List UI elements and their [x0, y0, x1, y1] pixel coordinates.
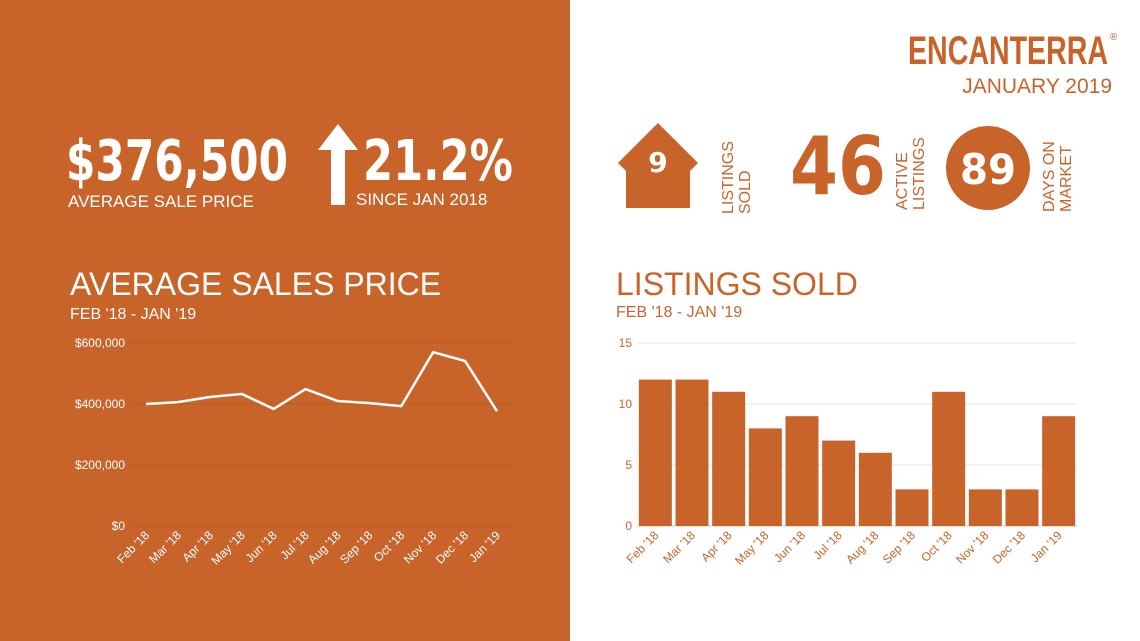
bar	[712, 391, 746, 526]
y-tick-label: $400,000	[75, 397, 125, 411]
y-tick-label: 10	[619, 397, 633, 411]
y-tick-label: $0	[112, 519, 126, 533]
listings-sold-label: LISTINGS	[720, 141, 737, 214]
bar	[822, 440, 856, 526]
right-panel	[570, 0, 1140, 641]
bar	[748, 428, 782, 526]
chart-subtitle: FEB '18 - JAN '19	[70, 306, 196, 323]
bar	[785, 416, 819, 526]
active-listings-label: LISTINGS	[911, 137, 928, 210]
bar	[638, 379, 672, 526]
house-icon	[618, 123, 698, 208]
y-tick-label: 0	[625, 519, 632, 533]
days-label: DAYS ON	[1041, 141, 1058, 212]
bar	[858, 452, 892, 526]
active-listings-label: ACTIVE	[894, 152, 911, 210]
bar	[895, 489, 929, 526]
listings-sold-label: SOLD	[737, 170, 754, 214]
brand-mark: ®	[1110, 32, 1118, 43]
chart-title: LISTINGS SOLD	[616, 266, 858, 302]
active-listings: 46	[790, 120, 886, 213]
days-badge	[946, 126, 1030, 210]
average-price: $376,500	[66, 129, 288, 194]
y-tick-label: $200,000	[75, 458, 125, 472]
left-panel	[0, 0, 570, 641]
days-on-market: 89	[960, 145, 1016, 194]
y-tick-label: 5	[625, 458, 632, 472]
line	[145, 350, 499, 412]
listings-sold: 9	[648, 146, 667, 179]
days-label: MARKET	[1058, 145, 1075, 212]
bar	[1005, 489, 1039, 526]
bar	[932, 391, 966, 526]
period: JANUARY 2019	[962, 75, 1112, 98]
y-tick-label: 15	[619, 336, 633, 350]
bar	[1042, 416, 1076, 526]
bar	[968, 489, 1002, 526]
chart-title: AVERAGE SALES PRICE	[70, 266, 441, 302]
bar	[675, 379, 709, 526]
change: 21.2%	[363, 129, 513, 194]
chart-subtitle: FEB '18 - JAN '19	[616, 304, 742, 321]
change-label: SINCE JAN 2018	[356, 190, 487, 209]
up-arrow	[318, 124, 358, 205]
brand: ENCANTERRA	[908, 29, 1108, 73]
y-tick-label: $600,000	[75, 336, 125, 350]
average-price-label: AVERAGE SALE PRICE	[68, 192, 254, 211]
